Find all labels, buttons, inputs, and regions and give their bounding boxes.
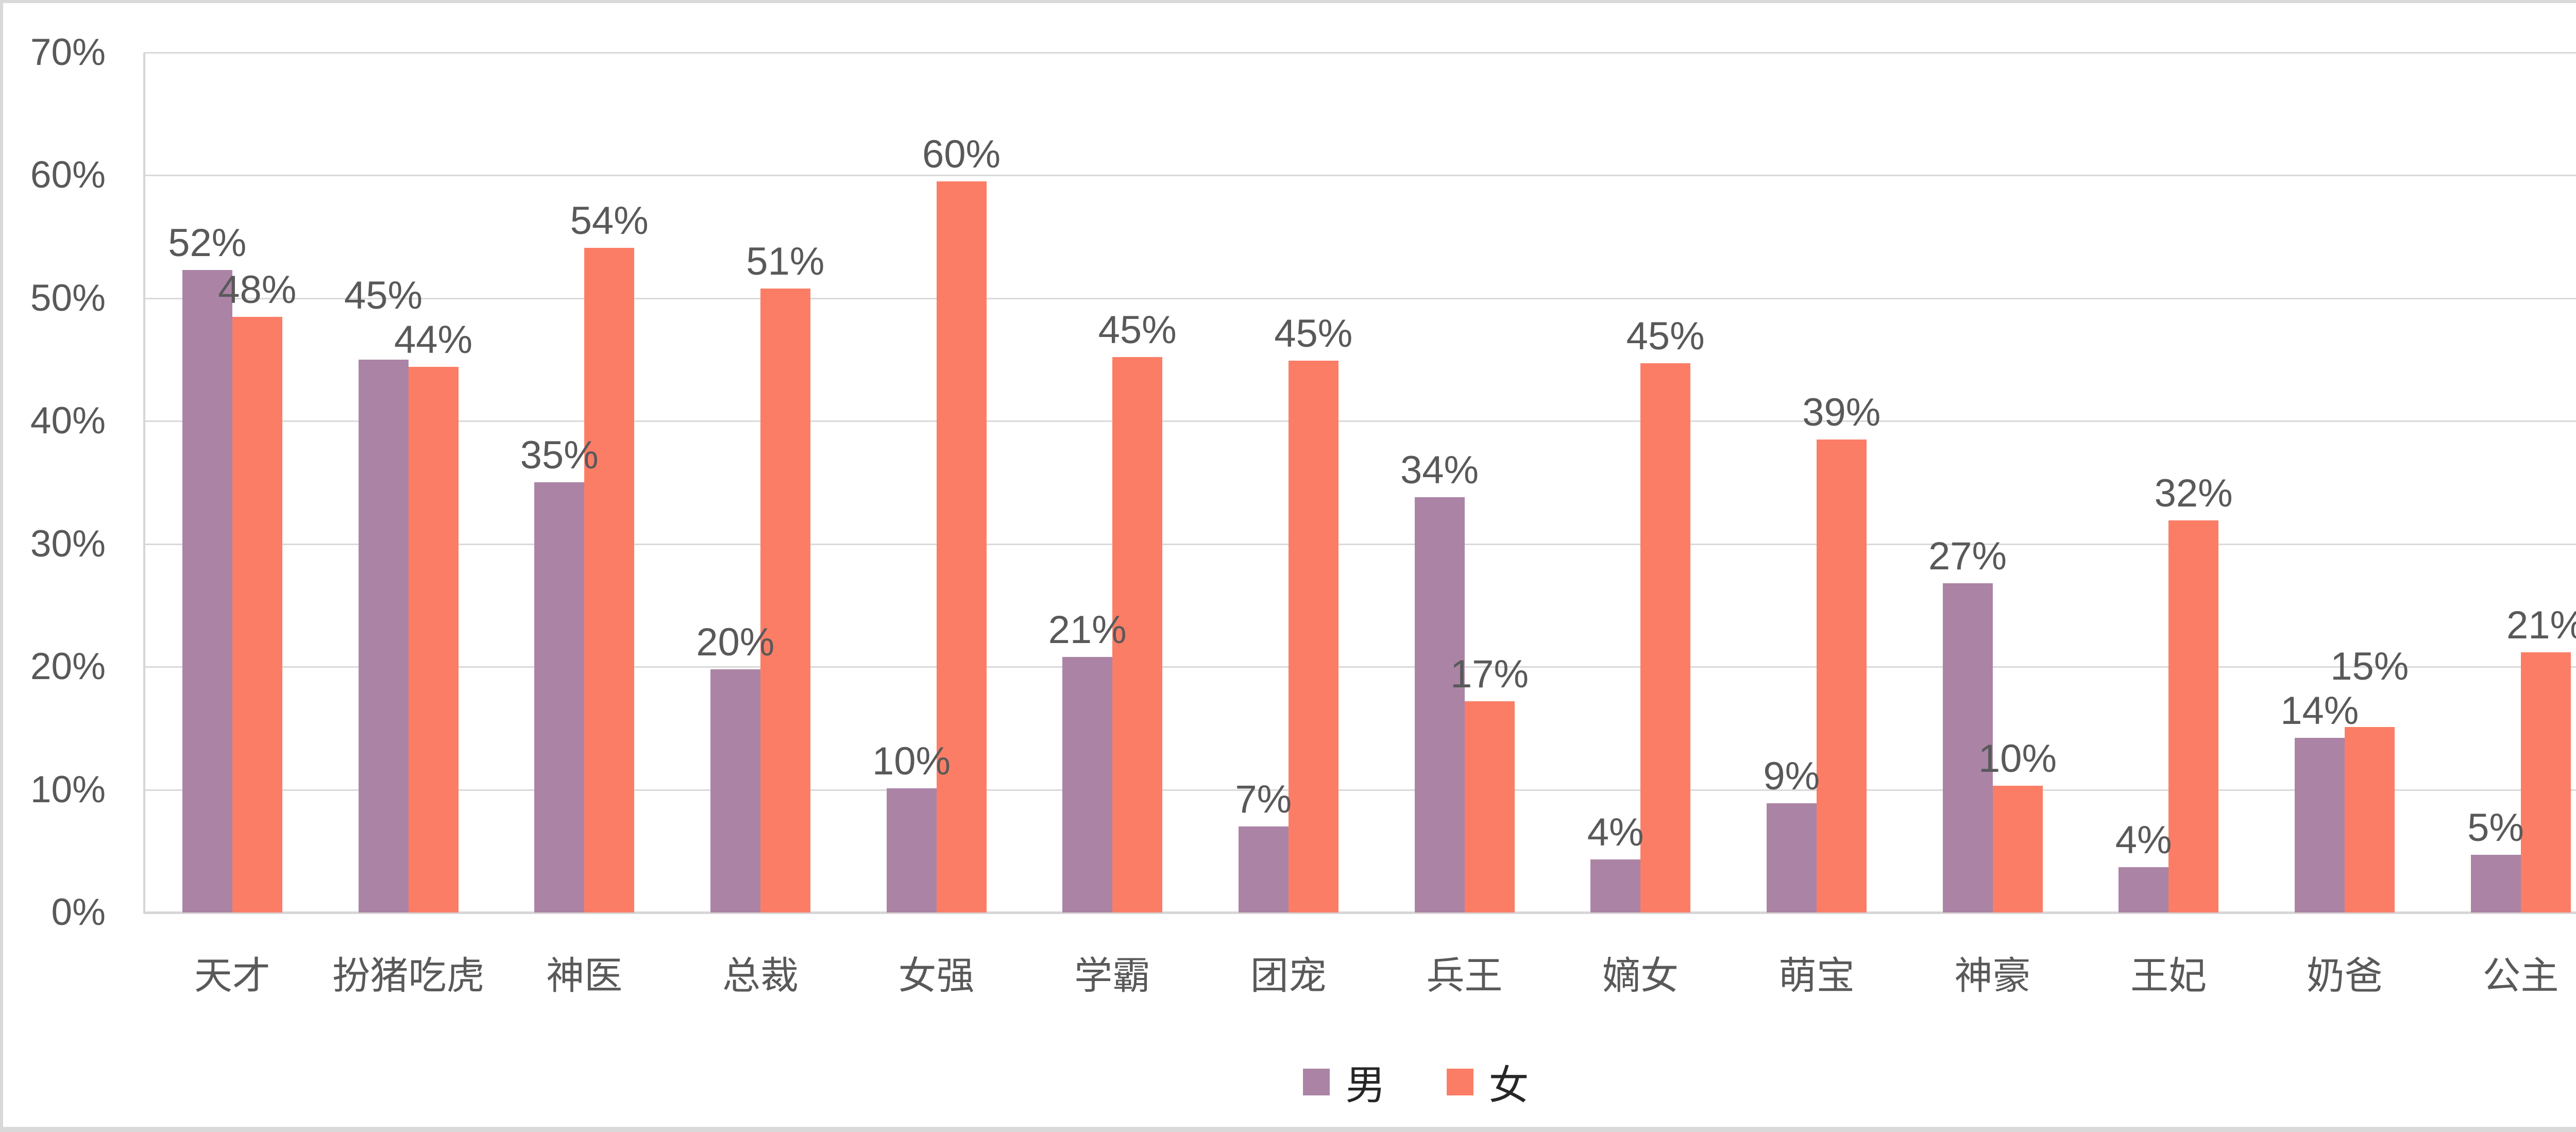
bar-female-女强 [936, 181, 987, 913]
value-label-male-神医: 35% [520, 433, 599, 478]
category-label-扮猪吃虎: 扮猪吃虎 [332, 954, 485, 997]
legend-item-female: 女 [1446, 1053, 1529, 1111]
y-axis-tick-label: 50% [30, 277, 106, 319]
y-axis-tick-label: 40% [30, 400, 106, 442]
category-label-兵王: 兵王 [1426, 954, 1503, 997]
category-label-神豪: 神豪 [1954, 954, 2031, 997]
bar-female-嫡女 [1640, 363, 1691, 913]
value-label-female-嫡女: 45% [1626, 314, 1705, 359]
value-label-male-萌宝: 9% [1763, 754, 1820, 798]
value-label-male-学霸: 21% [1048, 608, 1127, 652]
bar-male-王妃 [2119, 867, 2169, 913]
value-label-male-公主: 5% [2467, 805, 2524, 850]
bar-male-学霸 [1062, 657, 1113, 913]
gridline-60% [144, 175, 2576, 177]
value-label-female-扮猪吃虎: 44% [394, 318, 473, 362]
value-label-female-总裁: 51% [746, 239, 825, 283]
bar-female-萌宝 [1816, 440, 1867, 913]
value-label-female-萌宝: 39% [1802, 391, 1881, 435]
value-label-female-公主: 21% [2506, 603, 2576, 647]
bar-female-天才 [232, 316, 282, 913]
category-label-团宠: 团宠 [1250, 954, 1327, 997]
bar-male-神豪 [1942, 583, 1993, 913]
category-label-萌宝: 萌宝 [1778, 954, 1855, 997]
bar-male-兵王 [1414, 497, 1465, 913]
bar-male-公主 [2470, 854, 2521, 913]
category-label-嫡女: 嫡女 [1602, 954, 1679, 997]
value-label-female-女强: 60% [922, 132, 1001, 177]
gridline-40% [144, 420, 2576, 423]
bar-male-女强 [886, 788, 937, 913]
value-label-female-学霸: 45% [1098, 308, 1177, 352]
bar-female-总裁 [760, 288, 810, 913]
legend-label-female: 女 [1488, 1062, 1529, 1108]
category-label-学霸: 学霸 [1074, 954, 1151, 997]
bar-female-神豪 [1992, 786, 2043, 913]
gridline-50% [144, 297, 2576, 299]
legend-item-male: 男 [1303, 1053, 1386, 1111]
bar-male-团宠 [1238, 826, 1289, 913]
value-label-female-兵王: 17% [1450, 652, 1529, 696]
legend-swatch-male-icon [1303, 1069, 1330, 1095]
category-label-天才: 天才 [194, 954, 270, 997]
bar-male-神医 [534, 482, 585, 913]
bar-male-总裁 [710, 669, 760, 913]
bar-female-扮猪吃虎 [408, 367, 459, 913]
bar-male-扮猪吃虎 [358, 360, 409, 913]
y-axis-line [143, 52, 145, 914]
value-label-female-天才: 48% [218, 267, 297, 312]
bar-female-学霸 [1112, 357, 1163, 913]
value-label-male-奶爸: 14% [2280, 689, 2359, 733]
bar-female-兵王 [1464, 701, 1515, 913]
y-axis-tick-label: 0% [51, 891, 106, 933]
category-label-神医: 神医 [546, 954, 623, 997]
value-label-male-天才: 52% [168, 221, 247, 265]
category-label-总裁: 总裁 [722, 954, 799, 997]
category-label-王妃: 王妃 [2130, 954, 2207, 997]
value-label-male-女强: 10% [872, 739, 951, 784]
y-axis-tick-label: 30% [30, 522, 106, 565]
bar-female-公主 [2520, 652, 2571, 913]
category-label-女强: 女强 [898, 954, 975, 997]
gridline-30% [144, 543, 2576, 545]
bar-male-萌宝 [1766, 803, 1817, 913]
bar-male-天才 [182, 270, 232, 913]
gridline-10% [144, 789, 2576, 791]
value-label-female-奶爸: 15% [2330, 645, 2409, 689]
legend-label-male: 男 [1345, 1062, 1386, 1108]
y-axis-tick-label: 70% [30, 31, 106, 73]
bar-female-奶爸 [2344, 726, 2395, 913]
value-label-male-扮猪吃虎: 45% [344, 274, 423, 318]
y-axis-tick-label: 20% [30, 646, 106, 688]
category-label-公主: 公主 [2482, 954, 2559, 997]
value-label-male-王妃: 4% [2115, 818, 2172, 862]
y-axis-tick-label: 10% [30, 768, 106, 810]
category-label-奶爸: 奶爸 [2306, 954, 2383, 997]
value-label-female-团宠: 45% [1274, 312, 1353, 356]
bar-female-王妃 [2168, 520, 2219, 913]
gridline-20% [144, 666, 2576, 668]
x-axis-line [144, 911, 2576, 914]
value-label-male-嫡女: 4% [1587, 810, 1644, 855]
chart-legend: 男 女 [3, 1055, 2576, 1109]
gridline-70% [144, 52, 2576, 54]
legend-swatch-female-icon [1446, 1069, 1473, 1095]
value-label-female-神医: 54% [570, 199, 649, 243]
value-label-female-王妃: 32% [2154, 471, 2233, 516]
bar-female-团宠 [1288, 361, 1338, 913]
value-label-male-兵王: 34% [1400, 448, 1479, 493]
value-label-female-神豪: 10% [1978, 737, 2057, 781]
value-label-male-团宠: 7% [1235, 778, 1292, 822]
bar-male-嫡女 [1590, 859, 1641, 913]
value-label-male-总裁: 20% [696, 620, 775, 664]
value-label-male-神豪: 27% [1928, 534, 2007, 578]
bar-male-奶爸 [2294, 738, 2345, 913]
bar-female-神医 [584, 248, 635, 913]
y-axis-tick-label: 60% [30, 154, 106, 196]
